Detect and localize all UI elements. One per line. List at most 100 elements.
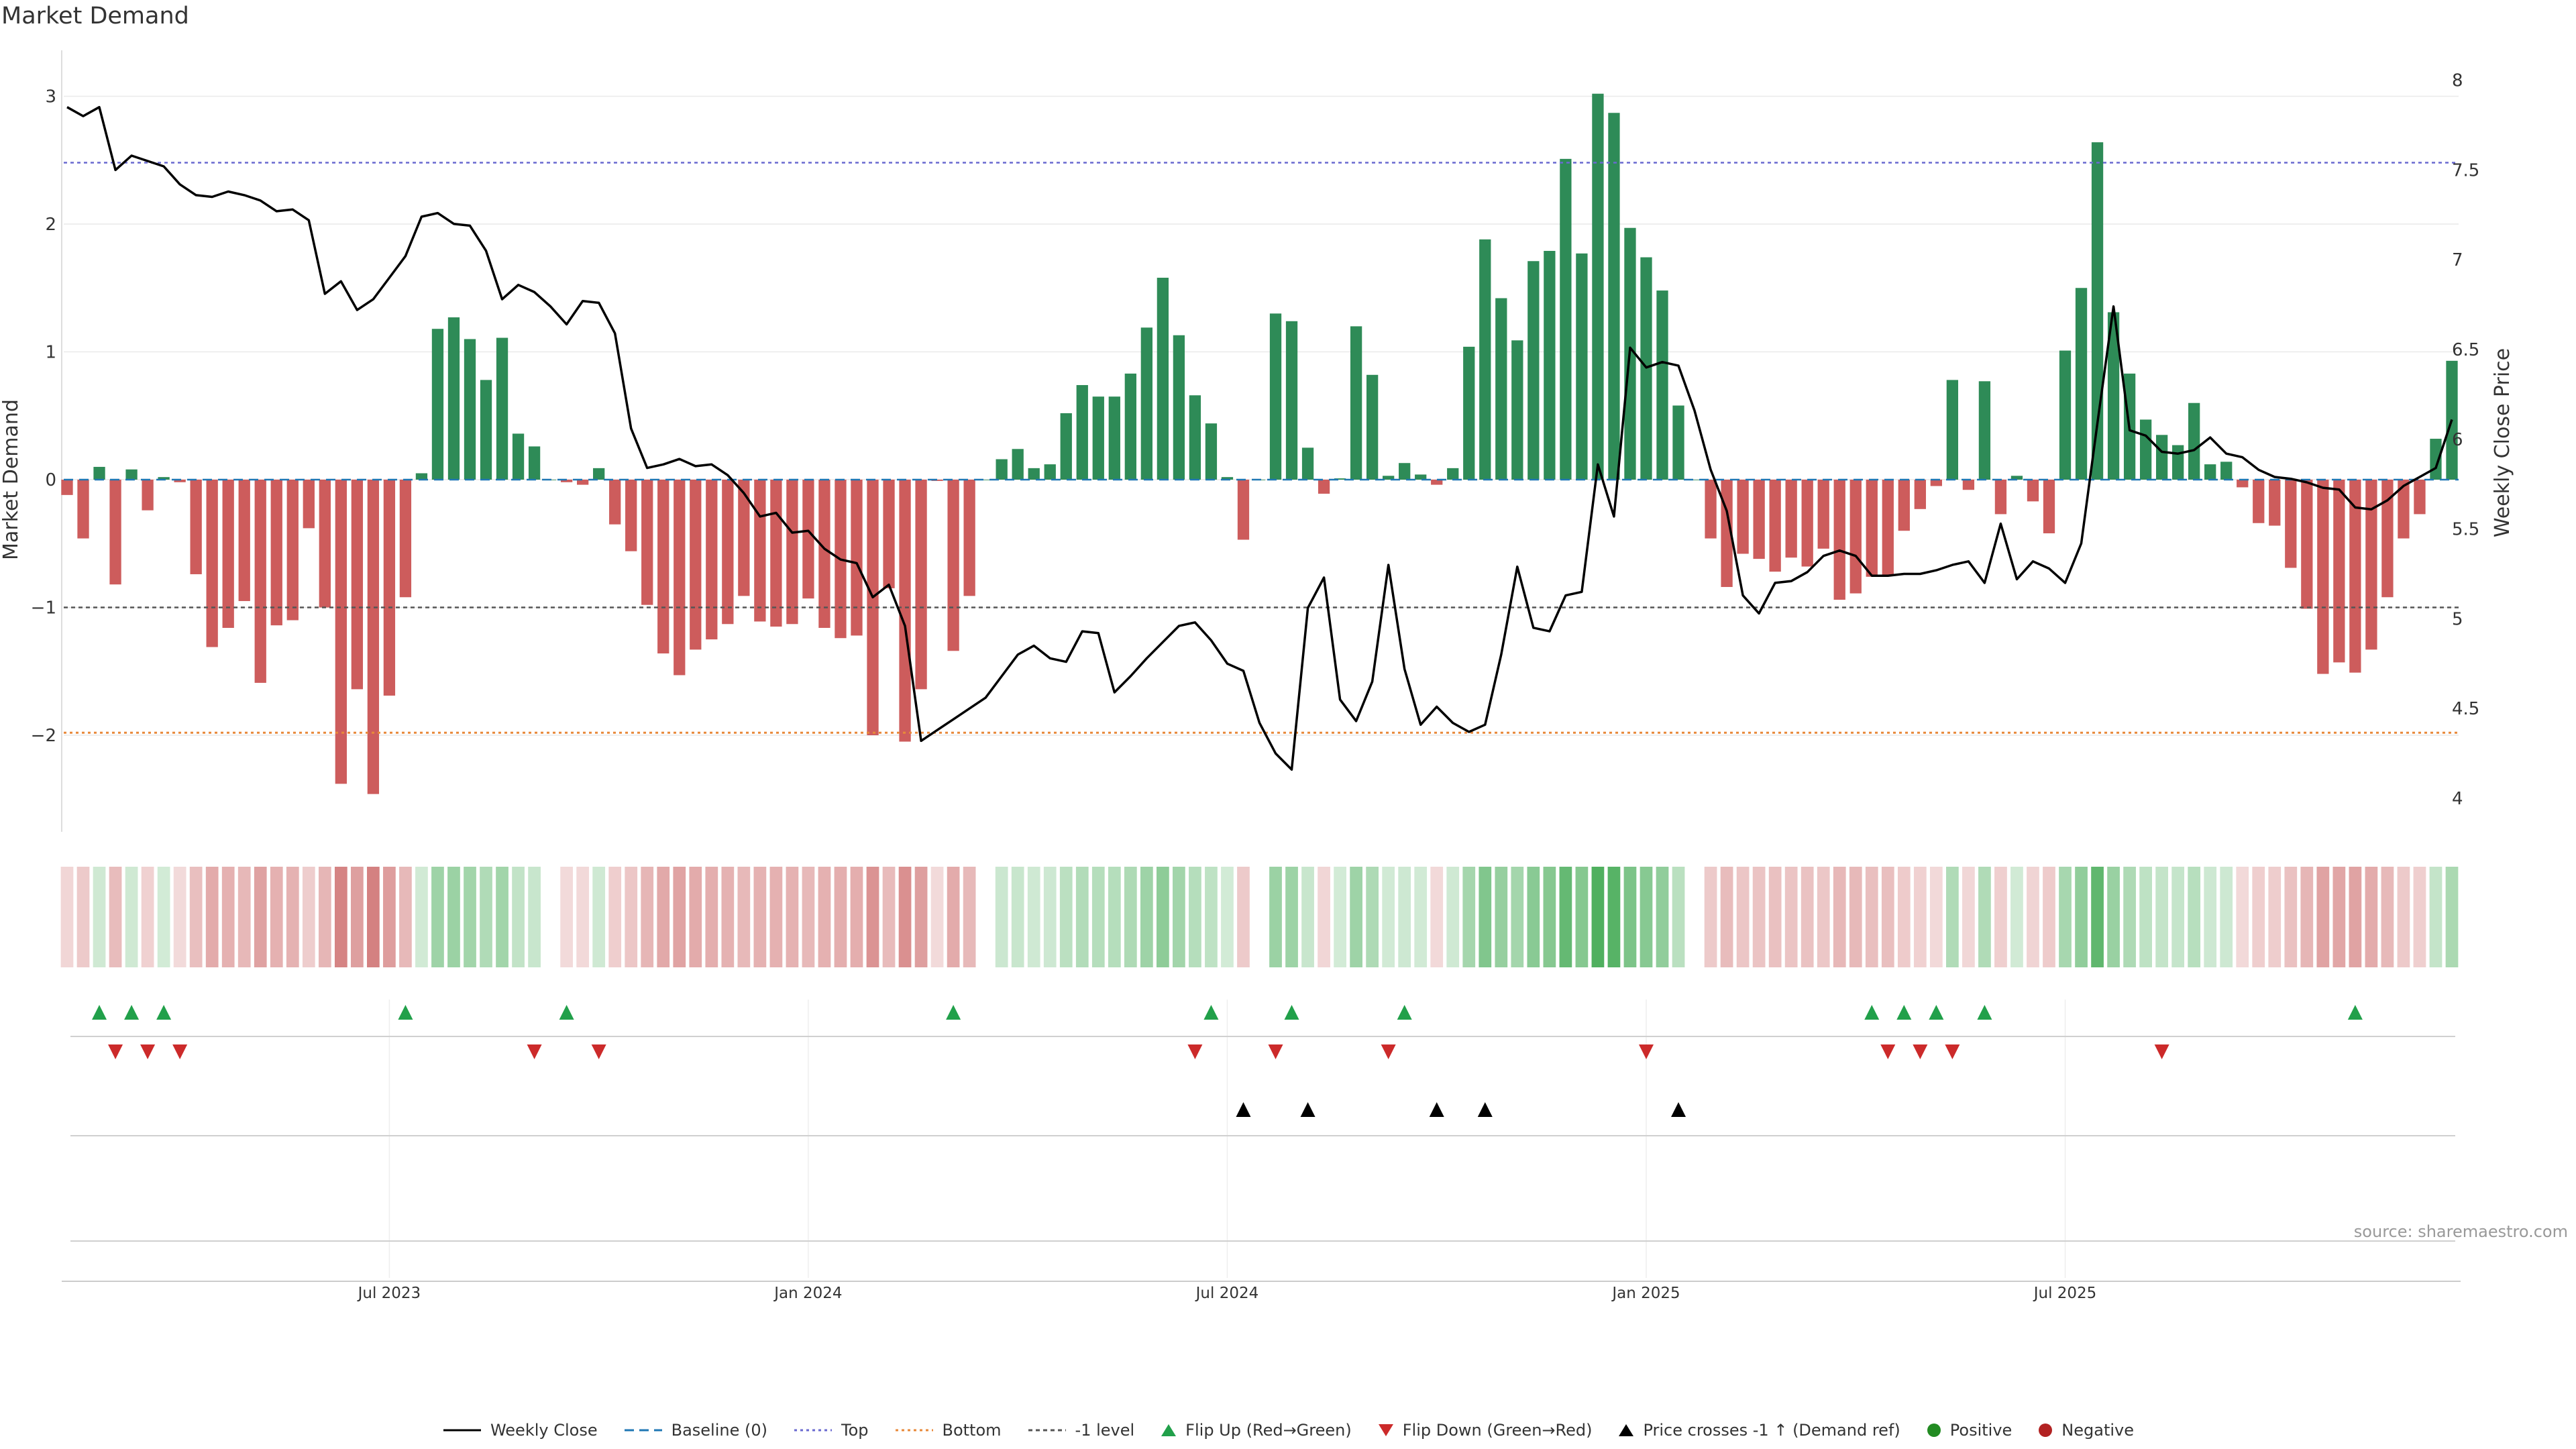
- heat-cell: [1414, 867, 1428, 967]
- heat-cell: [1398, 867, 1411, 967]
- y2-tick-label: 4: [2452, 789, 2463, 809]
- heat-cell: [1929, 867, 1943, 967]
- demand-bar: [351, 480, 364, 690]
- heat-cell: [1495, 867, 1508, 967]
- demand-bar: [61, 480, 73, 495]
- demand-bar: [641, 480, 653, 605]
- demand-bar: [1849, 480, 1862, 594]
- demand-bar: [899, 480, 911, 742]
- demand-bar: [2253, 480, 2265, 523]
- heat-cell: [1913, 867, 1927, 967]
- demand-bar: [2285, 480, 2297, 568]
- heat-cell: [1817, 867, 1830, 967]
- legend-bottom: Bottom: [894, 1421, 1002, 1440]
- demand-bar: [1882, 480, 1894, 576]
- demand-bar: [1527, 261, 1540, 480]
- legend-flip-up: Flip Up (Red→Green): [1160, 1421, 1352, 1440]
- legend-positive: Positive: [1926, 1421, 2012, 1440]
- heat-cell: [1881, 867, 1894, 967]
- heat-cell: [834, 867, 847, 967]
- heat-cell: [753, 867, 767, 967]
- legend-label: Flip Down (Green→Red): [1402, 1421, 1593, 1440]
- heat-cell: [1994, 867, 2007, 967]
- heat-cell: [109, 867, 122, 967]
- demand-bar: [1237, 480, 1250, 540]
- flip-down-marker: [1381, 1044, 1396, 1059]
- flip-up-marker: [1929, 1005, 1944, 1020]
- flip-down-marker: [1945, 1044, 1960, 1059]
- heat-cell: [802, 867, 815, 967]
- heat-cell: [2300, 867, 2314, 967]
- heat-cell: [786, 867, 799, 967]
- heat-cell: [882, 867, 896, 967]
- heat-cell: [1511, 867, 1524, 967]
- demand-bar: [464, 339, 476, 480]
- heat-cell: [1075, 867, 1089, 967]
- demand-bar: [1431, 480, 1443, 485]
- heat-cell: [1430, 867, 1444, 967]
- demand-bar: [1914, 480, 1926, 509]
- demand-bar: [867, 480, 879, 735]
- heat-cell: [1059, 867, 1073, 967]
- demand-bar: [931, 480, 943, 481]
- demand-bar: [1672, 405, 1684, 480]
- demand-bar: [674, 480, 686, 676]
- demand-bar: [2107, 312, 2120, 480]
- heat-cell: [1462, 867, 1476, 967]
- heat-cell: [1285, 867, 1298, 967]
- heat-cell: [2381, 867, 2394, 967]
- heat-cell: [1591, 867, 1605, 967]
- heat-cell: [93, 867, 106, 967]
- flip-down-marker: [591, 1044, 606, 1059]
- demand-bar: [770, 480, 782, 627]
- demand-bar: [1866, 480, 1878, 577]
- heat-cell: [415, 867, 428, 967]
- demand-bar: [2333, 480, 2345, 663]
- heat-cell: [2445, 867, 2459, 967]
- heat-cell: [898, 867, 912, 967]
- heat-cell: [737, 867, 751, 967]
- heat-cell: [512, 867, 525, 967]
- heat-cell: [1157, 867, 1169, 967]
- demand-bar: [1495, 298, 1507, 480]
- demand-bar: [528, 446, 541, 480]
- heat-cell: [850, 867, 863, 967]
- demand-bar: [270, 480, 282, 626]
- demand-bar: [883, 480, 895, 588]
- heat-cell: [2268, 867, 2282, 967]
- demand-bar: [1415, 474, 1427, 480]
- demand-bar: [1801, 480, 1813, 567]
- flip-up-marker: [92, 1005, 107, 1020]
- demand-bar: [1463, 346, 1475, 480]
- y-tick-label: 1: [45, 343, 56, 363]
- x-tick-label: Jul 2024: [1195, 1285, 1259, 1302]
- demand-bar: [2204, 464, 2216, 480]
- heat-cell: [2027, 867, 2039, 967]
- legend-weekly-close: Weekly Close: [442, 1421, 598, 1440]
- demand-bar: [1817, 480, 1829, 549]
- demand-bar: [1076, 385, 1088, 480]
- demand-bar: [577, 480, 589, 485]
- flip-up-marker: [559, 1005, 574, 1020]
- demand-bar: [2381, 480, 2394, 598]
- legend-label: Price crosses -1 ↑ (Demand ref): [1643, 1421, 1900, 1440]
- y2-axis-label: Weekly Close Price: [2491, 348, 2514, 537]
- heat-cell: [2204, 867, 2217, 967]
- demand-bar: [802, 480, 814, 599]
- y2-tick-label: 6: [2452, 430, 2463, 450]
- demand-bar: [1833, 480, 1845, 600]
- heat-cell: [1607, 867, 1621, 967]
- heat-cell: [1318, 867, 1330, 967]
- demand-bar: [1479, 239, 1491, 480]
- heat-cell: [576, 867, 590, 967]
- demand-bar: [431, 329, 444, 480]
- heat-cell: [995, 867, 1008, 967]
- price-line-layer: [66, 105, 2453, 771]
- demand-bar: [754, 480, 766, 622]
- demand-bar: [1334, 478, 1346, 480]
- legend: Weekly Close Baseline (0) Top Bottom -1 …: [0, 1421, 2576, 1440]
- y-tick-label: 2: [45, 215, 56, 235]
- dotted-line-swatch-icon: [895, 1429, 933, 1432]
- demand-bar: [2155, 435, 2168, 480]
- heat-cell: [2316, 867, 2330, 967]
